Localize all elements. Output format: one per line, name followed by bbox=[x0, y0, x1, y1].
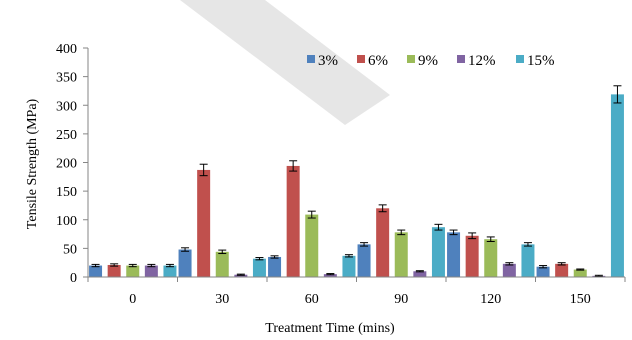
x-tick-label: 120 bbox=[480, 292, 501, 307]
legend-swatch bbox=[357, 55, 365, 63]
bar-3pct-60 bbox=[268, 256, 282, 277]
bar-12pct-30 bbox=[234, 274, 248, 277]
legend-swatch bbox=[307, 55, 315, 63]
bar-3pct-30 bbox=[178, 249, 192, 277]
legend: 3% 6% 9% 12% 15% bbox=[307, 53, 555, 69]
bar-3pct-0 bbox=[89, 265, 103, 277]
bar-6pct-30 bbox=[197, 169, 211, 277]
bar-6pct-150 bbox=[555, 263, 569, 277]
x-tick-label: 90 bbox=[394, 292, 408, 307]
bar-3pct-150 bbox=[536, 266, 550, 277]
legend-swatch bbox=[457, 55, 465, 63]
bar-12pct-90 bbox=[413, 271, 427, 277]
bar-9pct-150 bbox=[573, 269, 587, 277]
x-axis-title: Treatment Time (mins) bbox=[265, 321, 395, 336]
watermark-shape bbox=[180, 0, 390, 125]
bar-9pct-60 bbox=[305, 214, 319, 277]
bar-12pct-0 bbox=[144, 265, 158, 277]
bar-6pct-90 bbox=[376, 208, 390, 277]
legend-swatch bbox=[516, 55, 524, 63]
bar-15pct-30 bbox=[252, 258, 266, 277]
y-ticks: 0 50 100 150 200 250 300 350 400 bbox=[56, 42, 88, 286]
bar-15pct-150 bbox=[610, 94, 624, 277]
bar-15pct-90 bbox=[431, 227, 445, 277]
bar-9pct-30 bbox=[215, 251, 229, 277]
bars-layer bbox=[89, 94, 624, 277]
y-tick-label: 50 bbox=[63, 242, 77, 257]
y-tick-label: 200 bbox=[56, 157, 77, 172]
y-tick-label: 400 bbox=[56, 42, 77, 57]
bar-6pct-0 bbox=[107, 264, 121, 277]
bar-6pct-60 bbox=[286, 165, 300, 277]
y-tick-label: 0 bbox=[70, 271, 77, 286]
bar-12pct-60 bbox=[323, 274, 337, 277]
bar-6pct-120 bbox=[465, 235, 479, 277]
bar-9pct-0 bbox=[126, 265, 140, 277]
legend-label: 3% bbox=[318, 53, 338, 69]
x-tick-label: 150 bbox=[570, 292, 591, 307]
x-tick-label: 30 bbox=[215, 292, 229, 307]
bar-9pct-90 bbox=[394, 232, 408, 277]
y-tick-label: 250 bbox=[56, 128, 77, 143]
legend-swatch bbox=[407, 55, 415, 63]
y-tick-label: 350 bbox=[56, 71, 77, 86]
x-tick-label: 60 bbox=[305, 292, 319, 307]
bar-3pct-120 bbox=[447, 232, 461, 277]
bar-3pct-90 bbox=[357, 244, 371, 277]
bar-9pct-120 bbox=[484, 239, 498, 277]
legend-label: 15% bbox=[527, 53, 555, 69]
x-ticks: 0 30 60 90 120 150 bbox=[87, 277, 626, 307]
legend-label: 6% bbox=[368, 53, 388, 69]
bar-15pct-60 bbox=[342, 255, 356, 277]
y-tick-label: 100 bbox=[56, 214, 77, 229]
bar-15pct-120 bbox=[521, 244, 535, 277]
bar-15pct-0 bbox=[163, 265, 177, 277]
y-tick-label: 150 bbox=[56, 185, 77, 200]
error-bars-layer bbox=[91, 85, 622, 277]
legend-label: 9% bbox=[418, 53, 438, 69]
legend-label: 12% bbox=[468, 53, 496, 69]
bar-12pct-120 bbox=[502, 263, 516, 277]
y-tick-label: 300 bbox=[56, 99, 77, 114]
y-axis-title: Tensile Strength (MPa) bbox=[25, 98, 40, 229]
x-tick-label: 0 bbox=[129, 292, 136, 307]
